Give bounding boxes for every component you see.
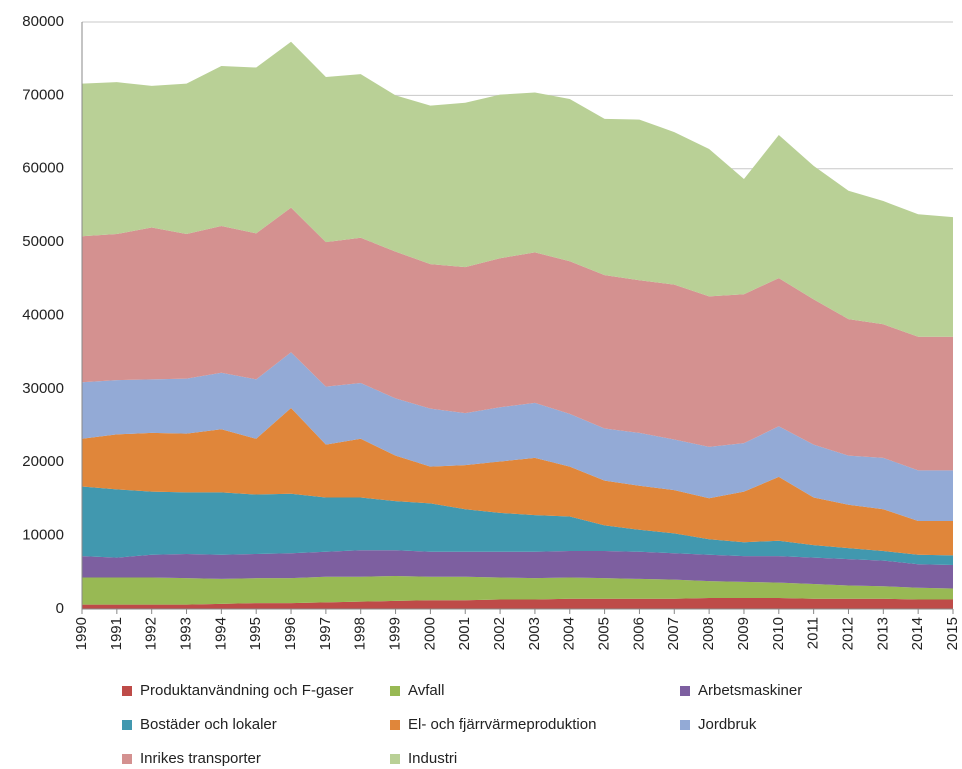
x-tick-label: 2010: [770, 617, 787, 650]
legend-swatch: [390, 686, 400, 696]
x-tick-label: 1990: [73, 617, 90, 650]
x-tick-label: 2011: [805, 617, 822, 649]
legend-swatch: [680, 686, 690, 696]
legend-swatch: [122, 720, 132, 730]
x-tick-label: 1992: [143, 617, 160, 650]
x-tick-label: 2014: [909, 617, 926, 650]
x-tick-label: 1996: [282, 617, 299, 650]
legend-label: Bostäder och lokaler: [140, 716, 277, 733]
y-tick-label: 10000: [22, 527, 64, 544]
x-tick-label: 1998: [352, 617, 369, 650]
x-tick-label: 2004: [561, 617, 578, 650]
legend-swatch: [122, 754, 132, 764]
x-tick-label: 1993: [177, 617, 194, 650]
legend-label: Inrikes transporter: [140, 750, 261, 767]
x-tick-label: 2003: [526, 617, 543, 650]
legend-swatch: [390, 720, 400, 730]
y-tick-label: 30000: [22, 380, 64, 397]
legend-label: Avfall: [408, 682, 444, 699]
x-tick-label: 2008: [700, 617, 717, 650]
x-tick-label: 2005: [596, 617, 613, 650]
legend-swatch: [680, 720, 690, 730]
legend-swatch: [390, 754, 400, 764]
x-tick-label: 2012: [839, 617, 856, 650]
y-tick-label: 70000: [22, 86, 64, 103]
y-tick-label: 0: [56, 600, 64, 617]
area: [82, 41, 953, 337]
legend-label: Arbetsmaskiner: [698, 682, 802, 699]
x-tick-label: 1995: [247, 617, 264, 650]
x-tick-label: 2015: [944, 617, 961, 650]
x-tick-label: 1994: [212, 617, 229, 650]
y-tick-label: 20000: [22, 453, 64, 470]
x-tick-label: 2001: [456, 617, 473, 650]
x-tick-label: 1997: [317, 617, 334, 650]
legend-label: El- och fjärrvärmeproduktion: [408, 716, 596, 733]
area: [82, 575, 953, 605]
legend-label: Produktanvändning och F-gaser: [140, 682, 353, 699]
x-tick-label: 2013: [874, 617, 891, 650]
area: [82, 207, 953, 471]
area: [82, 407, 953, 556]
y-tick-label: 50000: [22, 233, 64, 250]
area: [82, 597, 953, 609]
legend-swatch: [122, 686, 132, 696]
x-tick-label: 2009: [735, 617, 752, 650]
area: [82, 550, 953, 589]
area: [82, 352, 953, 521]
x-tick-label: 2000: [421, 617, 438, 650]
x-tick-label: 2006: [630, 617, 647, 650]
y-tick-label: 40000: [22, 306, 64, 323]
area: [82, 486, 953, 565]
y-tick-label: 60000: [22, 160, 64, 177]
x-tick-label: 2002: [491, 617, 508, 650]
y-tick-label: 80000: [22, 13, 64, 30]
legend-label: Jordbruk: [698, 716, 757, 733]
legend-label: Industri: [408, 750, 457, 767]
x-tick-label: 1999: [387, 617, 404, 650]
x-tick-label: 1991: [108, 617, 125, 650]
x-tick-label: 2007: [665, 617, 682, 650]
